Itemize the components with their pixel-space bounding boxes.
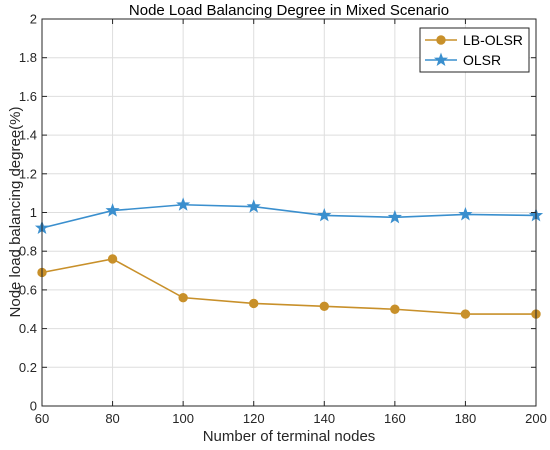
- x-tick-label: 80: [105, 411, 119, 426]
- axis-ticks: 60 80 100 120 140 160 180 200 0 0.2 0.4 0.6 0.8 1 1.2 1…: [19, 12, 547, 427]
- chart-title: Node Load Balancing Degree in Mixed Scen…: [129, 2, 449, 19]
- series-line-olsr: [41, 203, 537, 229]
- data-point-lb-olsr: [107, 254, 118, 264]
- y-tick-label: 1.4: [19, 128, 37, 143]
- data-point-lb-olsr: [178, 292, 188, 303]
- data-point-olsr: [458, 207, 473, 221]
- data-point-lb-olsr: [390, 304, 400, 314]
- series-line-lb-olsr: [41, 258, 536, 315]
- y-tick-label: 1: [30, 205, 37, 220]
- grid-lines: [41, 18, 537, 407]
- y-tick-label: 1.2: [19, 166, 37, 181]
- y-tick-label: 1.6: [19, 89, 37, 104]
- data-point-lb-olsr: [319, 301, 329, 312]
- legend-entry-olsr: OLSR: [425, 52, 501, 68]
- y-tick-label: 0.8: [19, 244, 37, 259]
- x-tick-label: 100: [172, 411, 194, 426]
- x-tick-label: 120: [243, 411, 265, 426]
- x-tick-label: 160: [384, 411, 406, 426]
- legend-label-lb-olsr: LB-OLSR: [463, 32, 523, 48]
- legend-marker-lb-olsr: [436, 35, 446, 45]
- legend-entry-lb-olsr: LB-OLSR: [425, 32, 523, 48]
- x-axis-label: Number of terminal nodes: [203, 428, 376, 445]
- data-point-olsr: [105, 203, 120, 217]
- x-tick-label: 180: [455, 411, 477, 426]
- y-tick-label: 0: [30, 399, 37, 414]
- data-point-olsr: [317, 207, 332, 222]
- y-tick-label: 2: [30, 12, 37, 27]
- data-point-olsr: [246, 199, 261, 213]
- y-tick-label: 1.8: [19, 50, 37, 65]
- data-point-olsr: [387, 209, 402, 224]
- legend: LB-OLSR OLSR: [419, 27, 530, 73]
- legend-label-olsr: OLSR: [463, 52, 501, 68]
- y-axis-label: Node load balancing degree(%): [7, 107, 24, 318]
- data-point-lb-olsr: [249, 298, 259, 309]
- data-point-lb-olsr: [460, 309, 471, 319]
- series-lb-olsr: [37, 254, 541, 319]
- legend-marker-olsr: [433, 52, 449, 67]
- x-tick-label: 60: [35, 411, 49, 426]
- x-tick-label: 200: [525, 411, 547, 426]
- y-tick-label: 0.4: [19, 321, 37, 336]
- data-point-olsr: [176, 197, 191, 211]
- y-tick-label: 0.6: [19, 282, 37, 297]
- x-tick-label: 140: [313, 411, 335, 426]
- y-tick-label: 0.2: [19, 360, 37, 375]
